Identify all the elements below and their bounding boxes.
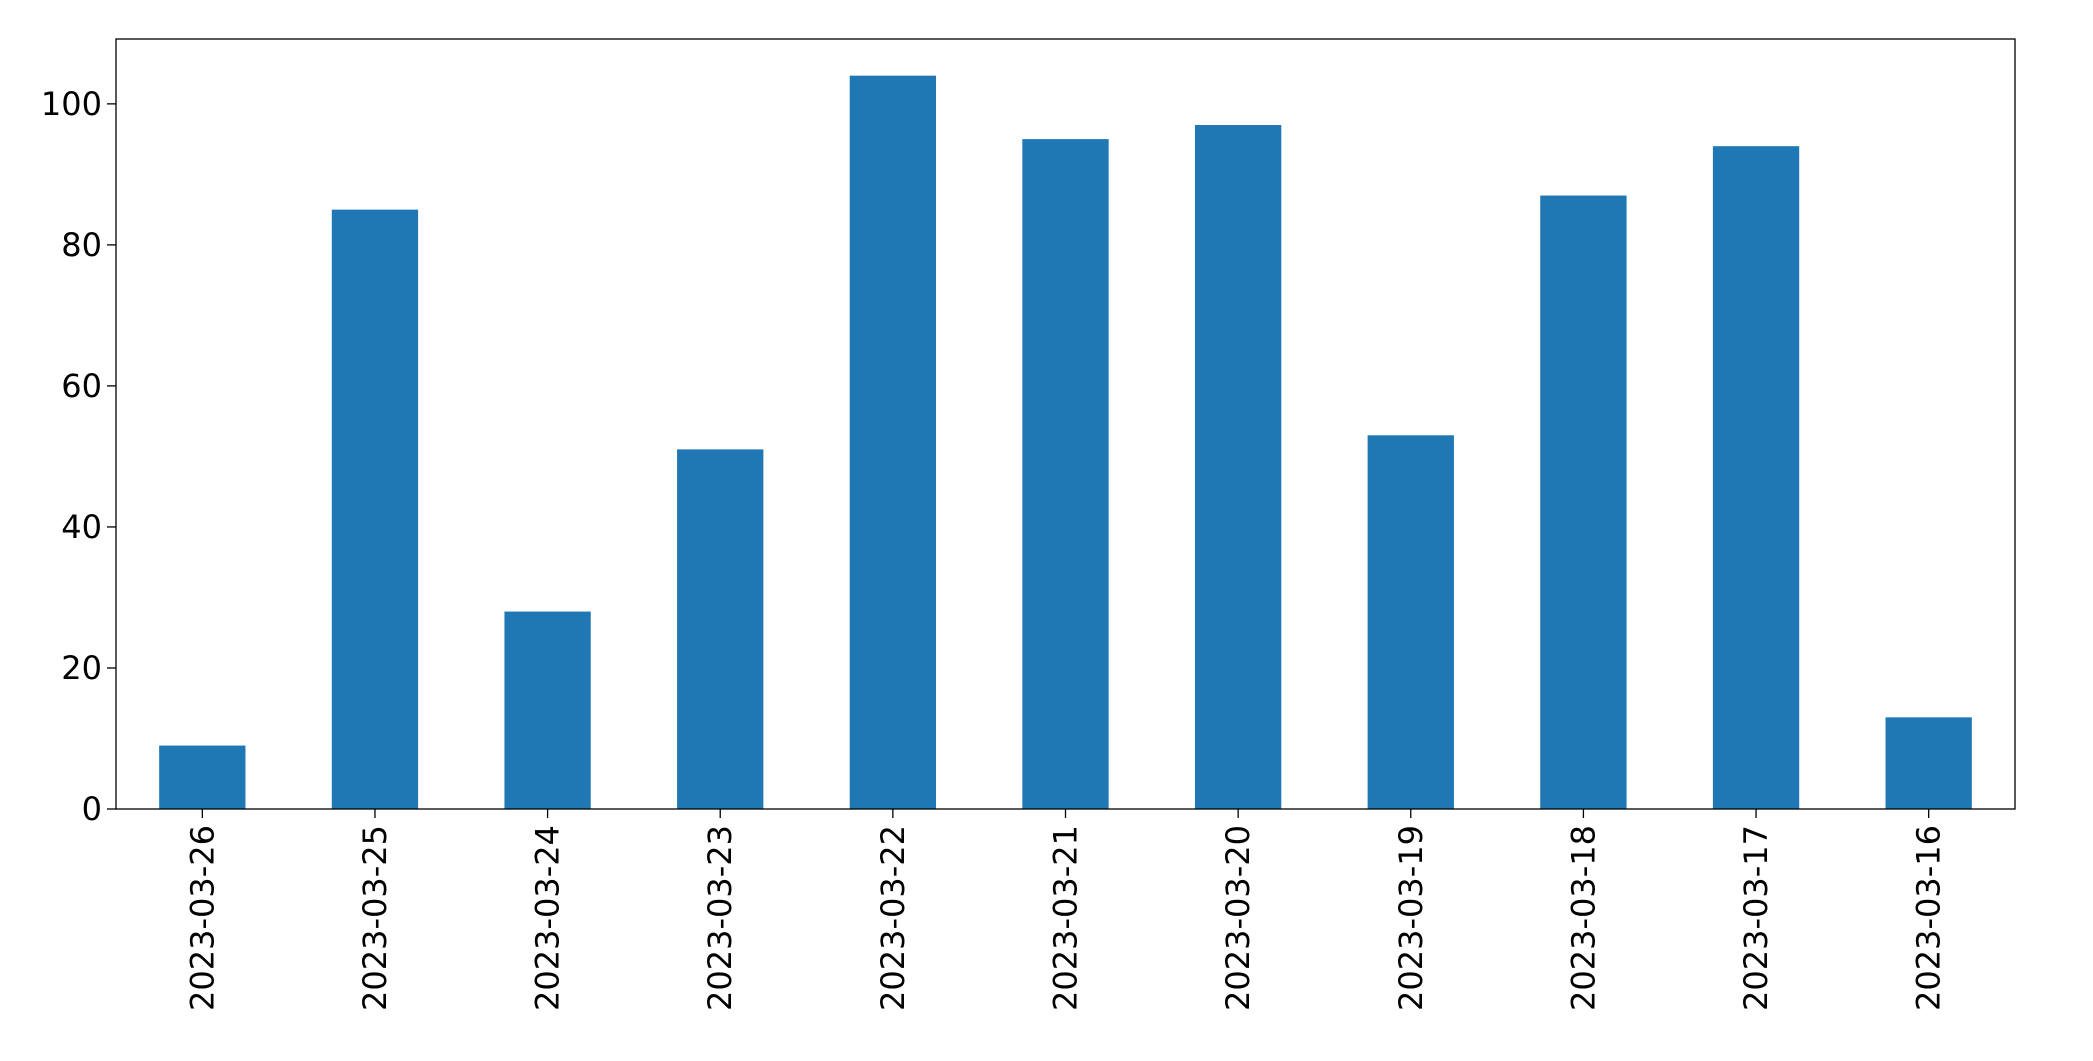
x-tick-label: 2023-03-16 <box>1910 825 1948 1011</box>
x-tick-label: 2023-03-20 <box>1219 825 1257 1011</box>
y-tick-label: 20 <box>61 649 102 687</box>
x-tick-label: 2023-03-18 <box>1564 825 1602 1011</box>
x-tick-label: 2023-03-22 <box>874 825 912 1011</box>
bar <box>1885 717 1972 809</box>
bar <box>504 611 591 809</box>
y-tick-label: 80 <box>61 226 102 264</box>
bar <box>1540 195 1627 810</box>
y-tick-label: 60 <box>61 367 102 405</box>
y-tick-label: 40 <box>61 508 102 546</box>
bar <box>1367 435 1454 809</box>
x-tick-label: 2023-03-24 <box>529 825 567 1011</box>
bar <box>1022 139 1109 810</box>
y-tick-label: 100 <box>41 85 102 123</box>
x-tick-label: 2023-03-23 <box>701 825 739 1011</box>
x-tick-label: 2023-03-26 <box>183 825 221 1011</box>
bar <box>849 75 937 809</box>
plot-frame <box>115 38 2016 810</box>
y-tick-label: 0 <box>82 790 102 828</box>
bar <box>1712 146 1800 809</box>
bar <box>677 449 764 809</box>
x-tick-label: 2023-03-19 <box>1392 825 1430 1011</box>
x-tick-label: 2023-03-21 <box>1047 825 1085 1011</box>
bar <box>1194 125 1282 810</box>
x-tick-label: 2023-03-17 <box>1737 825 1775 1011</box>
bar <box>331 209 419 810</box>
bar <box>159 745 246 809</box>
x-tick-label: 2023-03-25 <box>356 825 394 1011</box>
